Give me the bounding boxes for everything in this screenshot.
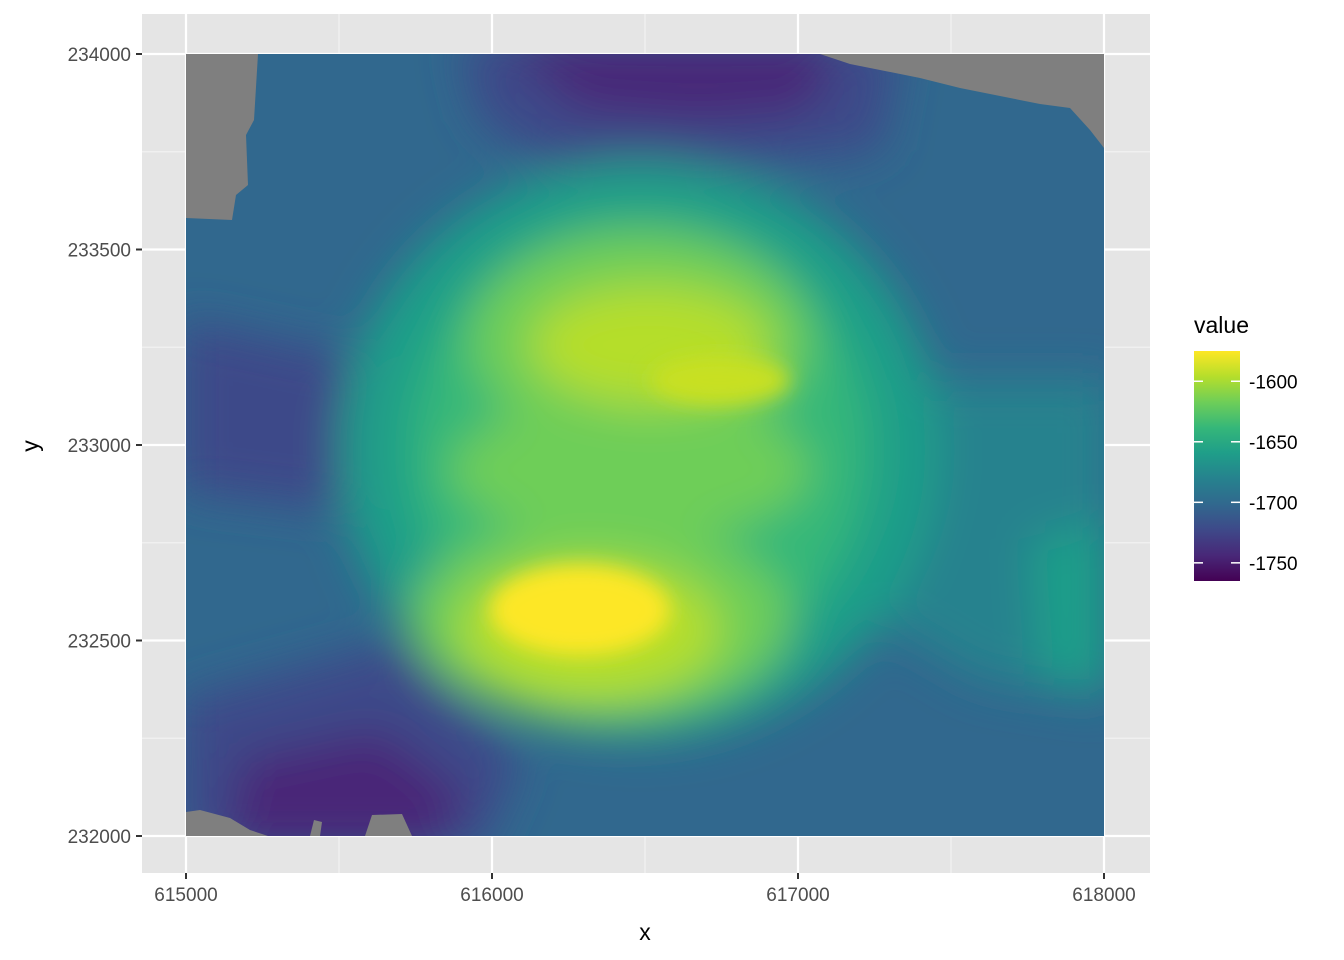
y-axis-title: y	[17, 440, 43, 452]
x-tick-label: 615000	[154, 885, 217, 906]
y-tick-label: 232500	[68, 632, 131, 653]
raster-darkest-bottom-left	[231, 730, 470, 836]
legend-title: value	[1194, 312, 1249, 338]
y-tick-label: 232000	[68, 827, 131, 848]
x-tick-label: 617000	[766, 885, 829, 906]
legend-label: -1750	[1249, 554, 1298, 575]
x-tick-label: 618000	[1072, 885, 1135, 906]
raster-right-green	[1030, 521, 1104, 690]
axes: 615000 616000 617000 618000 232000 232500 2330…	[68, 45, 1136, 906]
y-tick-label: 233500	[68, 241, 131, 262]
na-region-bottom-left	[186, 810, 268, 836]
raster-middle-lightgreen	[450, 400, 810, 540]
raster-darkest-top	[516, 54, 834, 120]
legend: value -1600 -1650 -1700 -1750	[1194, 312, 1298, 581]
na-region-bottom-center	[365, 814, 412, 836]
legend-ticks: -1600 -1650 -1700 -1750	[1194, 372, 1298, 575]
x-axis-title: x	[639, 919, 651, 945]
raster-peak-yellow	[490, 565, 670, 655]
y-tick-label: 234000	[68, 45, 131, 66]
legend-label: -1650	[1249, 433, 1298, 454]
na-region-top-right	[820, 54, 1104, 148]
y-tick-label: 233000	[68, 436, 131, 457]
legend-label: -1700	[1249, 493, 1298, 514]
na-region-bottom-small	[310, 820, 322, 836]
legend-label: -1600	[1249, 372, 1298, 393]
x-tick-label: 616000	[460, 885, 523, 906]
raster-heatmap	[186, 54, 1104, 836]
legend-colorbar	[1194, 351, 1240, 581]
na-region-top-left	[186, 54, 258, 220]
raster-upper-peak	[650, 355, 790, 405]
